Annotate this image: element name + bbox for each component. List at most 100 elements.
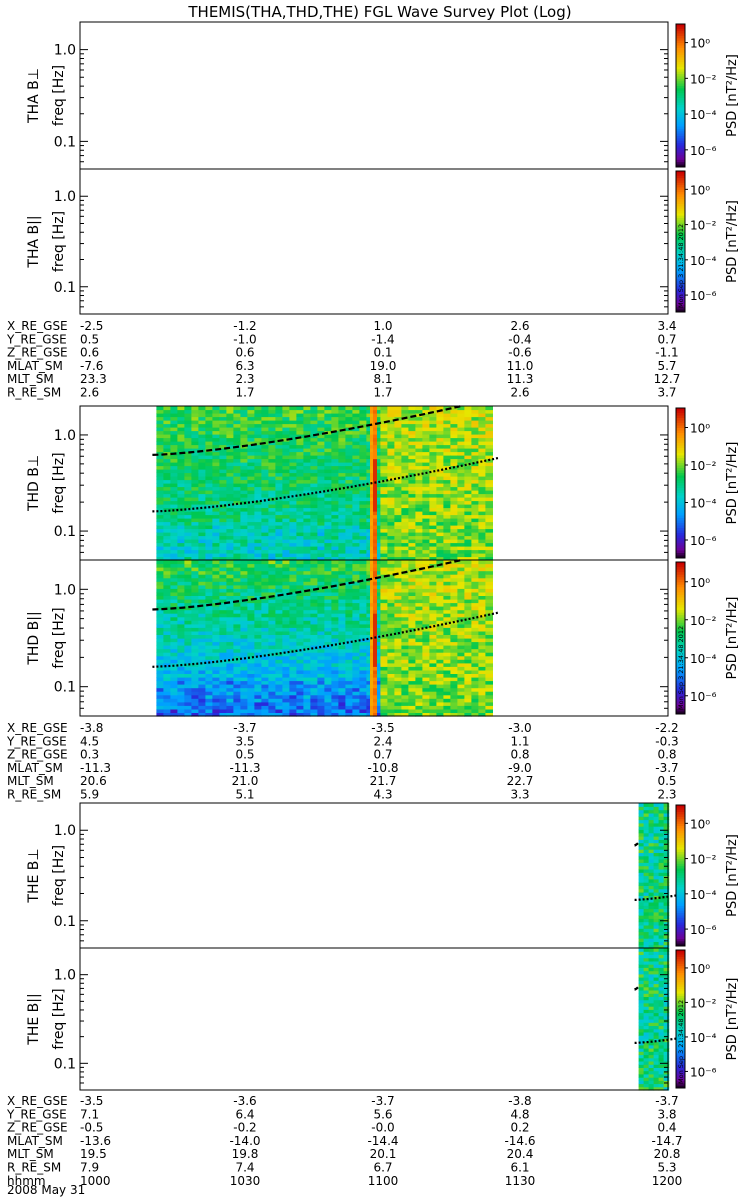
psd-cell [254, 493, 262, 498]
psd-cell [345, 549, 353, 554]
psd-cell [436, 623, 444, 628]
psd-cell [212, 606, 220, 611]
psd-cell [638, 859, 645, 863]
psd-cell [352, 546, 360, 551]
psd-cell [163, 645, 171, 650]
psd-cell [163, 416, 171, 421]
psd-cell [464, 504, 472, 509]
psd-cell [370, 413, 373, 418]
psd-cell [401, 553, 409, 558]
psd-cell [394, 479, 402, 484]
psd-cell [638, 812, 645, 817]
psd-cell [464, 627, 472, 632]
psd-cell [370, 497, 373, 502]
psd-cell [648, 911, 655, 916]
colorbar-swatch [676, 283, 685, 287]
psd-cell [471, 490, 479, 495]
psd-cell [156, 423, 164, 428]
psd-cell [464, 434, 472, 439]
psd-cell [380, 521, 388, 526]
psd-cell [310, 680, 318, 685]
psd-cell [317, 606, 325, 611]
psd-cell [373, 588, 377, 593]
psd-cell [478, 423, 486, 428]
psd-cell [240, 662, 248, 667]
psd-cell [380, 409, 388, 414]
psd-cell [303, 645, 311, 650]
psd-cell [247, 570, 255, 575]
psd-cell [471, 409, 479, 414]
psd-cell [464, 712, 472, 717]
psd-cell [345, 641, 353, 646]
psd-cell [261, 599, 269, 604]
psd-cell [394, 430, 402, 435]
psd-cell [370, 616, 373, 621]
psd-cell [184, 556, 192, 561]
psd-cell [219, 539, 227, 544]
psd-cell [156, 627, 164, 632]
psd-cell [443, 455, 451, 460]
psd-cell [408, 616, 416, 621]
psd-cell [450, 504, 458, 509]
psd-cell [219, 694, 227, 699]
psd-cell [226, 434, 234, 439]
psd-cell [443, 413, 451, 418]
psd-cell [233, 680, 241, 685]
psd-cell [450, 549, 458, 554]
psd-cell [170, 416, 178, 421]
psd-cell [422, 507, 430, 512]
psd-cell [282, 525, 290, 530]
psd-cell [359, 556, 367, 561]
psd-cell [268, 455, 276, 460]
psd-cell [296, 455, 304, 460]
psd-cell [310, 486, 318, 491]
psd-cell [380, 448, 388, 453]
psd-cell [184, 486, 192, 491]
psd-cell [352, 563, 360, 568]
psd-cell [233, 525, 241, 530]
psd-cell [373, 687, 377, 692]
psd-cell [212, 641, 220, 646]
psd-cell [212, 705, 220, 710]
psd-cell [436, 634, 444, 639]
psd-cell [401, 535, 409, 540]
psd-cell [457, 430, 465, 435]
psd-cell [268, 448, 276, 453]
psd-cell [240, 539, 248, 544]
colorbar-swatch [676, 592, 685, 596]
psd-cell [275, 652, 283, 657]
psd-cell [653, 934, 660, 939]
psd-cell [191, 483, 199, 488]
colorbar-swatch [676, 52, 685, 56]
psd-cell [450, 595, 458, 600]
psd-cell [359, 497, 367, 502]
psd-cell [289, 409, 297, 414]
psd-cell [429, 549, 437, 554]
psd-cell [219, 687, 227, 692]
psd-cell [219, 641, 227, 646]
psd-cell [247, 413, 255, 418]
psd-cell [205, 507, 213, 512]
psd-cell [261, 511, 269, 516]
psd-cell [373, 490, 377, 495]
psd-cell [359, 662, 367, 667]
psd-cell [226, 444, 234, 449]
colorbar-swatch [676, 663, 685, 667]
psd-cell [219, 570, 227, 575]
psd-cell [205, 712, 213, 717]
psd-cell [338, 465, 346, 470]
psd-cell [247, 497, 255, 502]
psd-cell [156, 549, 164, 554]
psd-cell [163, 563, 171, 568]
psd-cell [359, 486, 367, 491]
psd-cell [226, 574, 234, 579]
psd-cell [191, 655, 199, 660]
psd-cell [401, 669, 409, 674]
psd-cell [422, 666, 430, 671]
psd-cell [310, 532, 318, 537]
psd-cell [317, 521, 325, 526]
psd-cell [282, 511, 290, 516]
psd-cell [317, 662, 325, 667]
psd-cell [401, 708, 409, 713]
psd-cell [282, 462, 290, 467]
